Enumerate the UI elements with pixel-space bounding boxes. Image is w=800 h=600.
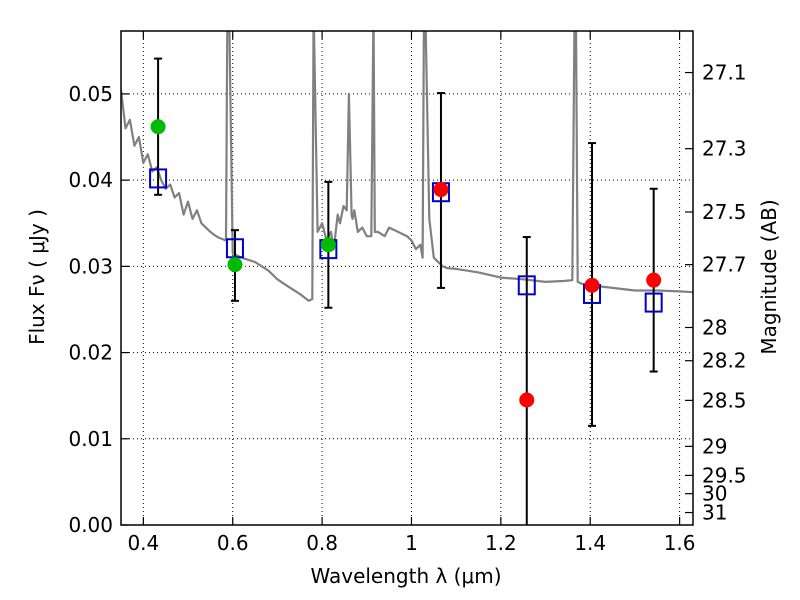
x-tick-labels: 0.4 0.6 0.8 1 1.2 1.4 1.6 <box>127 531 695 555</box>
x-tick-label: 0.6 <box>217 531 249 555</box>
axes-frame <box>120 30 694 526</box>
red-observed-point <box>584 277 600 293</box>
y-tick-labels: 0.00 0.01 0.02 0.03 0.04 0.05 <box>68 82 113 537</box>
x-tick-label: 1.6 <box>664 531 696 555</box>
y2-tick-label: 27.1 <box>702 61 747 85</box>
y2-tick-label: 28 <box>702 315 727 339</box>
x-tick-label: 0.4 <box>127 531 159 555</box>
green-observed-point <box>150 119 166 135</box>
plot-frame <box>120 30 694 526</box>
model-square-point <box>517 275 536 296</box>
y2-tick-label: 29 <box>702 434 727 458</box>
y2-tick-label: 29.5 <box>702 463 747 487</box>
y2-axis-label: Magnitude (AB) <box>757 199 781 354</box>
y-tick-label: 0.01 <box>68 427 113 451</box>
y-tick-label: 0.00 <box>68 513 113 537</box>
y2-tick-label: 28.5 <box>702 388 747 412</box>
red-observed-point <box>433 182 449 198</box>
y2-tick-label: 27.7 <box>702 253 747 277</box>
red-observed-point <box>646 272 662 288</box>
x-tick-label: 1 <box>405 531 418 555</box>
spectrum-line <box>121 31 693 302</box>
x-tick-label: 1.2 <box>485 531 517 555</box>
error-bars <box>154 57 658 525</box>
y-tick-label: 0.04 <box>68 168 113 192</box>
y-axis-label: Flux Fν ( μJy ) <box>25 209 49 345</box>
y2-tick-label: 27.3 <box>702 137 747 161</box>
grid-lines <box>121 31 693 526</box>
spectrum-layer <box>121 31 693 302</box>
x-tick-label: 0.8 <box>306 531 338 555</box>
red-observed-point <box>519 392 535 408</box>
y2-tick-label: 31 <box>702 501 727 525</box>
y2-tick-label: 30 <box>702 482 727 506</box>
y-tick-label: 0.03 <box>68 254 113 278</box>
data-points <box>149 119 663 408</box>
y-tick-label: 0.05 <box>68 82 113 106</box>
y2-tick-label: 27.5 <box>702 200 747 224</box>
x-axis-label: Wavelength λ (μm) <box>310 564 501 588</box>
y-tick-label: 0.02 <box>68 341 113 365</box>
green-observed-point <box>227 257 243 273</box>
y2-tick-label: 28.2 <box>702 349 747 373</box>
x-tick-label: 1.4 <box>574 531 606 555</box>
model-square-point <box>644 292 663 313</box>
green-observed-point <box>320 237 336 253</box>
model-square-point <box>149 168 168 189</box>
